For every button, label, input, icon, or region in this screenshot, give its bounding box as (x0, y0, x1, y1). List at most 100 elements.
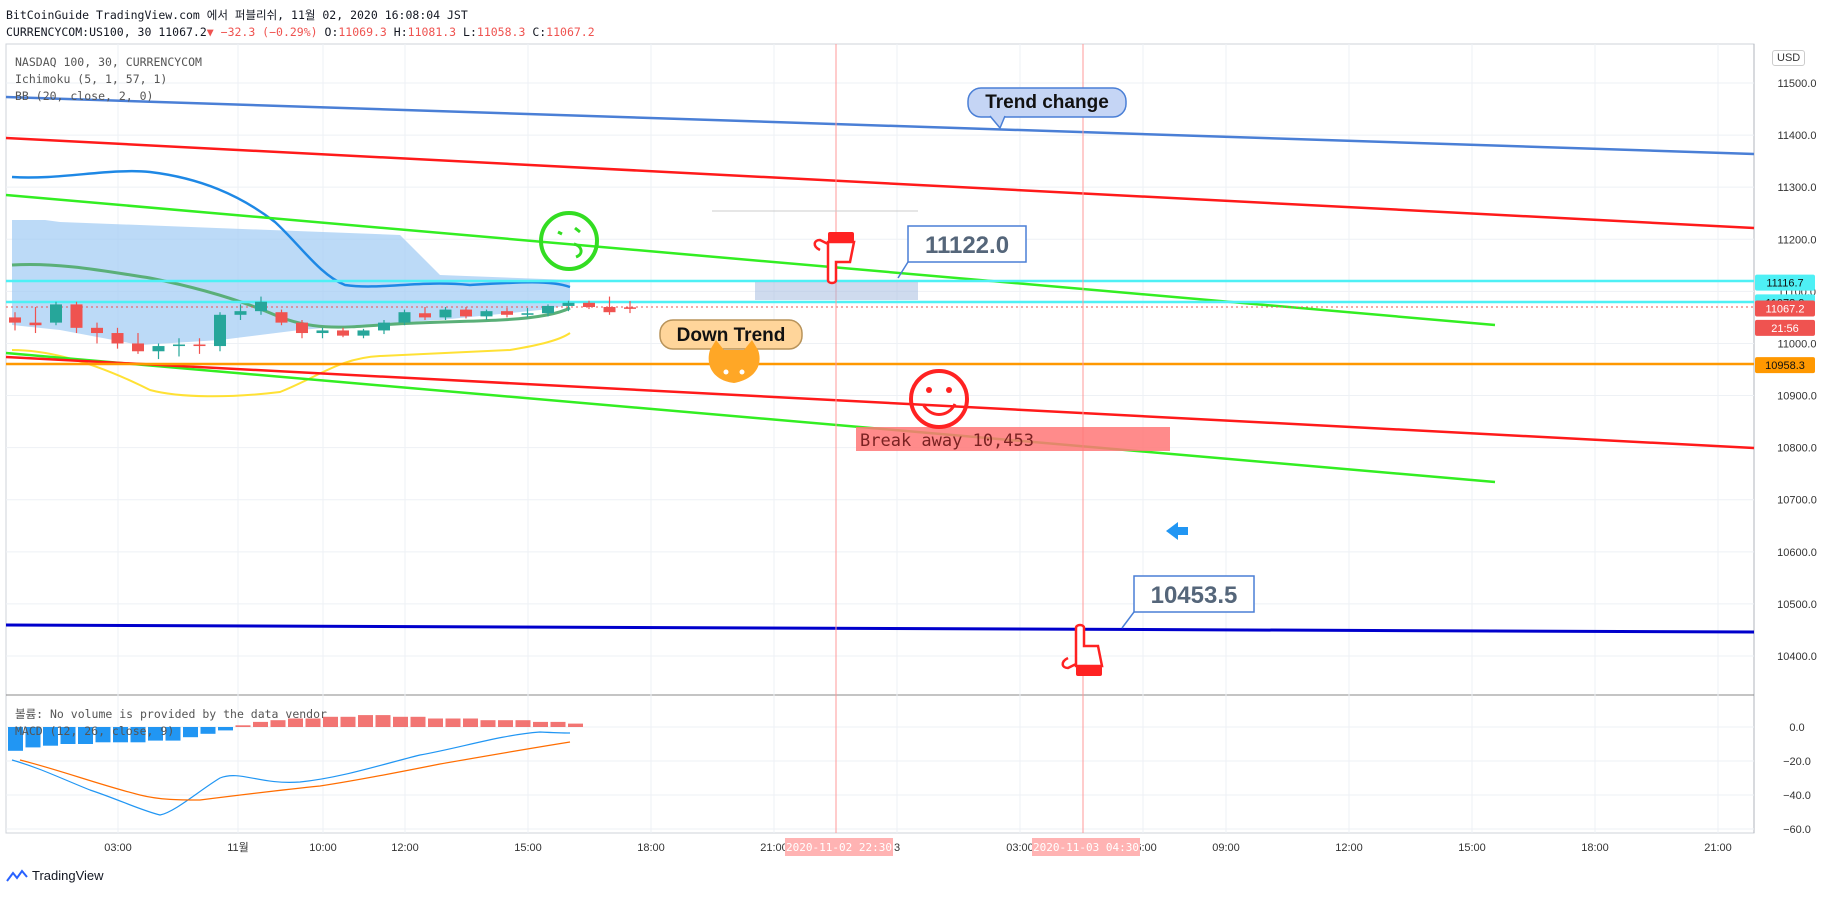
macd-histogram-bar (515, 720, 531, 727)
time-axis[interactable]: 03:00 11월 10:00 12:00 15:00 18:00 21:00 3 03:00 0… (104, 841, 1732, 854)
price-label-box (1755, 274, 1815, 291)
candle (542, 304, 554, 317)
macd-histogram-bar (165, 727, 181, 741)
candle (234, 304, 247, 321)
macd-axis: 0.0 −20.0 −40.0 −60.0 (1783, 722, 1811, 836)
legend-main: NASDAQ 100, 30, CURRENCYCOM (15, 55, 202, 69)
macd-tick-label: 0.0 (1789, 722, 1804, 734)
candlestick-series (9, 296, 636, 360)
candle (624, 301, 636, 314)
footer: TradingView (6, 868, 104, 883)
candle (91, 322, 103, 344)
price-callout-10453-pointer (1121, 611, 1135, 629)
macd-histogram-bar (130, 727, 146, 743)
time-tick-label: 03:00 (1006, 842, 1034, 854)
macd-histogram-bar (183, 727, 198, 738)
candle (9, 312, 21, 331)
candle (316, 327, 329, 339)
macd-histogram-bar (78, 727, 93, 744)
time-tick-label: 09:00 (1212, 842, 1240, 854)
publish-info: BitCoinGuide TradingView.com 에서 퍼블리쉬, 11… (6, 8, 468, 22)
macd-histogram-bar (375, 715, 391, 727)
time-tick-label: 21:00 (1704, 842, 1732, 854)
macd-histogram-bar (393, 716, 408, 727)
candle (419, 306, 431, 321)
price-label-box (1755, 300, 1815, 317)
down-trend-text: Down Trend (677, 325, 786, 346)
price-tick-label: 11300.0 (1778, 182, 1817, 194)
candle (275, 309, 288, 326)
time-marker-box (785, 838, 893, 856)
candle (296, 320, 308, 339)
signal-line (19, 741, 571, 801)
price-label-text: 10958.3 (1765, 360, 1805, 372)
tradingview-logo-icon (6, 868, 28, 882)
time-tick-label: 12:00 (1335, 842, 1363, 854)
smiley-face-icon (909, 369, 969, 429)
open-value: 11069.3 (338, 25, 387, 39)
macd-histogram-bar (305, 718, 321, 727)
close-value: 11067.2 (546, 25, 595, 39)
trend-lines (5, 44, 1755, 833)
candle (460, 306, 472, 319)
time-marker-label: 2020-11-03 04:30 (1033, 841, 1139, 854)
price-tick-label: 10400.0 (1777, 651, 1817, 663)
macd-tick-label: −20.0 (1783, 756, 1811, 768)
pointing-hand-up-icon (1061, 623, 1104, 676)
macd-histogram-bar (113, 727, 128, 743)
price-tick-label: 11200.0 (1778, 234, 1817, 246)
green-lower-trend-line (5, 351, 1496, 484)
price-tick-label: 11400.0 (1778, 130, 1817, 142)
price-callout-11122-text: 11122.0 (925, 232, 1009, 259)
footer-brand: TradingView (32, 868, 104, 883)
price-callout-10453-text: 10453.5 (1151, 582, 1238, 609)
price-tick-label: 10800.0 (1777, 443, 1817, 455)
macd-histogram-bar (358, 715, 373, 727)
currency-button[interactable]: USD (1772, 50, 1806, 66)
time-marker-box (1032, 838, 1140, 856)
macd-histogram-bar (550, 721, 566, 727)
price-change: ▼ −32.3 (−0.29%) (206, 25, 318, 39)
macd-histogram-bar (463, 718, 478, 727)
candle (214, 312, 226, 352)
candle (255, 296, 267, 315)
price-tick-label: 11500.0 (1778, 78, 1817, 90)
trend-change-pointer (989, 115, 1006, 130)
bb-upper-line (11, 169, 571, 289)
trend-change-callout (967, 87, 1127, 118)
macd-tick-label: −60.0 (1783, 824, 1811, 836)
time-markers: 2020-11-02 22:30 2020-11-03 04:30 (785, 838, 1140, 856)
drawing-annotations[interactable]: Trend change 11122.0 Down Trend Break aw… (539, 87, 1255, 676)
macd-histogram-bar (60, 727, 76, 744)
price-tick-label: 10500.0 (1777, 599, 1817, 611)
macd-histogram-bar (428, 718, 443, 727)
high-value: 11081.3 (407, 25, 457, 39)
time-tick-label: 15:00 (514, 842, 542, 854)
candle (337, 327, 349, 338)
time-tick-label: 21:00 (760, 842, 788, 854)
candle (173, 338, 185, 357)
candle (603, 296, 616, 315)
macd-histogram-bar (95, 727, 111, 743)
price-tick-label: 10700.0 (1777, 495, 1817, 507)
candle (562, 300, 575, 312)
macd-histogram-bar (43, 727, 58, 746)
time-tick-label: 15:00 (1458, 842, 1486, 854)
time-tick-label: 18:00 (1581, 842, 1609, 854)
macd-histogram-bar (480, 720, 496, 727)
candle (70, 301, 83, 334)
pointing-hand-down-icon (813, 232, 856, 285)
candle (152, 343, 165, 360)
navy-support-line (5, 623, 1755, 634)
candle (501, 308, 513, 318)
break-away-text: Break away 10,453 (860, 431, 1034, 451)
time-tick-label: 10:00 (309, 842, 337, 854)
price-tick-label: 11000.0 (1778, 338, 1817, 350)
trend-change-text: Trend change (985, 92, 1109, 113)
price-range-box (755, 282, 918, 300)
symbol-info: CURRENCYCOM:US100, 30 11067.2 (6, 25, 207, 39)
time-tick-label: 12:00 (391, 842, 419, 854)
candle (398, 309, 411, 326)
